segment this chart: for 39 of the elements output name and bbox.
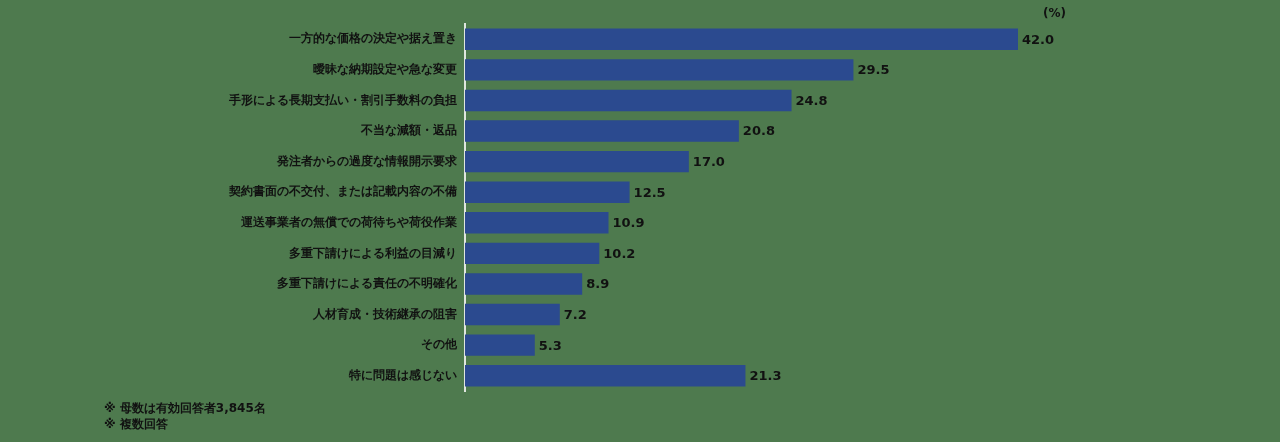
bar bbox=[465, 365, 746, 387]
y-tick-label: 不当な減額・返品 bbox=[360, 123, 457, 138]
y-tick-label: 一方的な価格の決定や据え置き bbox=[289, 31, 457, 46]
y-tick-label: 発注者からの過度な情報開示要求 bbox=[276, 153, 458, 168]
data-label: 10.2 bbox=[603, 245, 636, 261]
y-tick-label: 曖昧な納期設定や急な変更 bbox=[313, 62, 457, 76]
bar bbox=[465, 59, 854, 81]
bar bbox=[465, 181, 630, 203]
data-label: 8.9 bbox=[586, 276, 610, 292]
y-tick-label: 人材育成・技術継承の阻害 bbox=[312, 306, 457, 321]
data-label: 17.0 bbox=[692, 154, 725, 169]
y-tick-label: 手形による長期支払い・割引手数料の負担 bbox=[228, 92, 457, 107]
bar bbox=[465, 242, 600, 265]
bar bbox=[465, 150, 689, 173]
data-label: 12.5 bbox=[633, 184, 666, 200]
bar bbox=[465, 120, 739, 142]
data-label: 20.8 bbox=[742, 123, 775, 139]
bar bbox=[465, 212, 609, 234]
data-label: 29.5 bbox=[857, 62, 890, 78]
bar bbox=[465, 303, 560, 326]
y-tick-label: 契約書面の不交付、または記載内容の不備 bbox=[228, 184, 457, 199]
bar bbox=[465, 28, 1018, 50]
y-tick-label: その他 bbox=[421, 337, 458, 352]
y-tick-label: 特に問題は感じない bbox=[348, 367, 457, 382]
x-axis-title: (%) bbox=[1043, 6, 1066, 21]
data-label: 10.9 bbox=[612, 215, 645, 231]
text: ※ 母数は有効回答者3,845名 bbox=[104, 400, 266, 416]
y-tick-label: 多重下請けによる利益の目減り bbox=[289, 245, 457, 260]
bar bbox=[465, 273, 583, 295]
y-tick-label: 多重下請けによる責任の不明確化 bbox=[277, 276, 458, 291]
data-label: 5.3 bbox=[538, 337, 562, 353]
text: ※ 複数回答 bbox=[104, 416, 169, 432]
bar bbox=[465, 334, 535, 356]
data-label: 24.8 bbox=[795, 92, 828, 108]
data-label: 42.0 bbox=[1022, 31, 1055, 47]
bar bbox=[465, 89, 792, 112]
y-tick-label: 運送事業者の無償での荷待ちや荷役作業 bbox=[240, 214, 457, 229]
data-label: 21.3 bbox=[749, 368, 782, 384]
data-label: 7.2 bbox=[563, 306, 587, 322]
